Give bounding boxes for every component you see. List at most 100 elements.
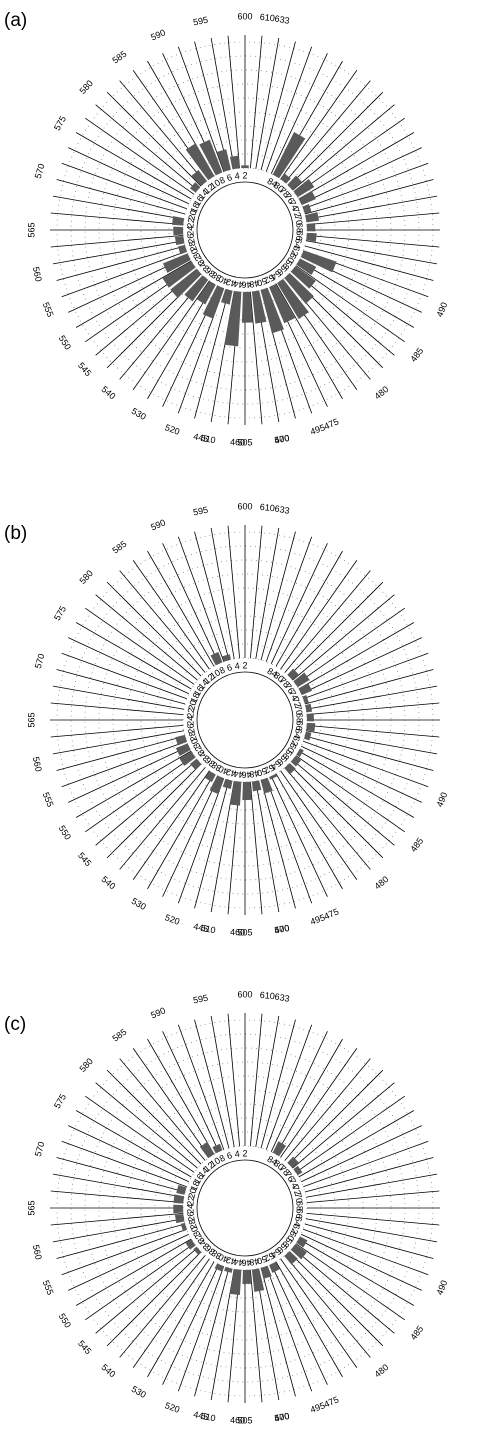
bar-pos-42 bbox=[222, 778, 233, 789]
panel-label-b: (b) bbox=[4, 523, 28, 544]
bar-pos-4 bbox=[229, 155, 240, 170]
radial-spoke bbox=[68, 745, 189, 803]
position-label: 26 bbox=[185, 233, 196, 244]
position-label: 10 bbox=[208, 177, 222, 191]
bar-pos-62 bbox=[300, 250, 337, 273]
position-label: 42 bbox=[225, 767, 237, 779]
position-label: 50 bbox=[256, 276, 269, 289]
position-label: 52 bbox=[262, 762, 275, 775]
radial-spoke bbox=[50, 725, 184, 738]
wavelength-label: 500 bbox=[274, 923, 291, 935]
position-label: 52 bbox=[262, 272, 275, 285]
position-label: 60 bbox=[285, 1229, 299, 1243]
bar-pos-72 bbox=[302, 203, 312, 214]
position-label: 84 bbox=[265, 666, 279, 680]
bar-pos-72 bbox=[302, 695, 309, 704]
position-label: 72 bbox=[290, 696, 303, 709]
position-label: 84 bbox=[265, 1154, 279, 1168]
radial-spoke bbox=[95, 594, 198, 681]
radial-spoke bbox=[50, 702, 184, 715]
radial-spoke bbox=[304, 735, 434, 771]
wavelength-label: 500 bbox=[274, 1411, 291, 1423]
position-label: 54 bbox=[269, 268, 283, 282]
grid-ring bbox=[126, 1089, 364, 1327]
radial-spoke bbox=[61, 1228, 187, 1276]
radial-spoke bbox=[304, 1223, 434, 1259]
bar-pos-60 bbox=[296, 258, 317, 276]
radial-spoke bbox=[50, 1213, 184, 1226]
position-label: 72 bbox=[290, 206, 303, 219]
radial-spoke bbox=[284, 767, 371, 870]
wavelength-label: 595 bbox=[192, 15, 209, 28]
bar-pos-6 bbox=[221, 654, 231, 662]
bar-pos-76 bbox=[293, 179, 315, 198]
bar-pos-38 bbox=[204, 770, 216, 783]
position-label: 12 bbox=[202, 672, 216, 686]
position-label: 28 bbox=[187, 240, 200, 253]
bar-pos-78 bbox=[287, 175, 303, 191]
wavelength-label: 545 bbox=[76, 1338, 93, 1356]
position-label: 64 bbox=[292, 1215, 304, 1227]
bar-pos-66 bbox=[306, 722, 316, 732]
position-label: 22 bbox=[185, 217, 196, 228]
wavelength-label: 505 bbox=[237, 927, 252, 937]
grid-ring bbox=[56, 1019, 434, 1397]
position-label: 28 bbox=[187, 1218, 200, 1231]
position-label: 54 bbox=[269, 758, 283, 772]
position-label: 10 bbox=[208, 667, 222, 681]
bar-pos-8 bbox=[199, 139, 223, 176]
wavelength-label: 600 bbox=[237, 11, 252, 21]
position-label: 62 bbox=[289, 734, 302, 747]
position-label: 6 bbox=[226, 662, 234, 673]
bar-pos-40 bbox=[214, 1263, 224, 1272]
bar-pos-58 bbox=[290, 266, 316, 289]
bar-pos-26 bbox=[174, 1214, 185, 1224]
wavelength-label: 600 bbox=[237, 989, 252, 999]
radial-spoke bbox=[295, 117, 405, 195]
radial-spoke bbox=[260, 531, 296, 661]
position-label: 66 bbox=[294, 1208, 305, 1219]
radial-spoke bbox=[227, 1013, 240, 1147]
radial-spoke bbox=[288, 91, 384, 187]
radial-spoke bbox=[52, 730, 185, 755]
position-label: 42 bbox=[225, 277, 237, 289]
radial-spoke bbox=[305, 1218, 438, 1243]
radial-spoke bbox=[61, 250, 187, 298]
radial-spoke bbox=[265, 778, 313, 904]
wavelength-label: 633 bbox=[274, 503, 291, 515]
radial-spoke bbox=[119, 1255, 206, 1358]
position-label: 16 bbox=[192, 684, 206, 698]
radial-spoke bbox=[301, 147, 422, 205]
radial-spoke bbox=[147, 773, 215, 890]
grid-ring bbox=[84, 69, 406, 391]
radial-spoke bbox=[50, 235, 184, 248]
bar-pos-40 bbox=[202, 285, 224, 319]
position-label: 26 bbox=[185, 723, 196, 734]
bar-pos-26 bbox=[174, 236, 185, 246]
radial-spoke bbox=[132, 1258, 210, 1368]
wavelength-label: 485 bbox=[408, 1324, 425, 1342]
grid-ring bbox=[168, 643, 322, 797]
position-label: 26 bbox=[185, 1211, 196, 1222]
grid-ring bbox=[56, 41, 434, 419]
radial-spoke bbox=[177, 1266, 225, 1392]
radial-spoke bbox=[275, 773, 343, 890]
position-label: 62 bbox=[289, 244, 302, 257]
radial-spoke bbox=[305, 1173, 438, 1198]
bar-pos-8 bbox=[210, 651, 223, 666]
radial-spoke bbox=[119, 570, 206, 673]
position-label: 34 bbox=[197, 259, 211, 273]
bar-pos-34 bbox=[170, 268, 202, 299]
grid-ring bbox=[168, 1131, 322, 1285]
bar-pos-58 bbox=[290, 756, 302, 767]
radial-spoke bbox=[147, 1261, 215, 1378]
position-label: 18 bbox=[188, 691, 201, 704]
radial-spoke bbox=[303, 740, 429, 788]
wavelength-label: 565 bbox=[26, 1200, 36, 1215]
position-label: 46 bbox=[241, 279, 251, 289]
position-label: 68 bbox=[294, 713, 304, 723]
radial-spoke bbox=[119, 767, 206, 870]
radial-spoke bbox=[265, 1024, 313, 1150]
